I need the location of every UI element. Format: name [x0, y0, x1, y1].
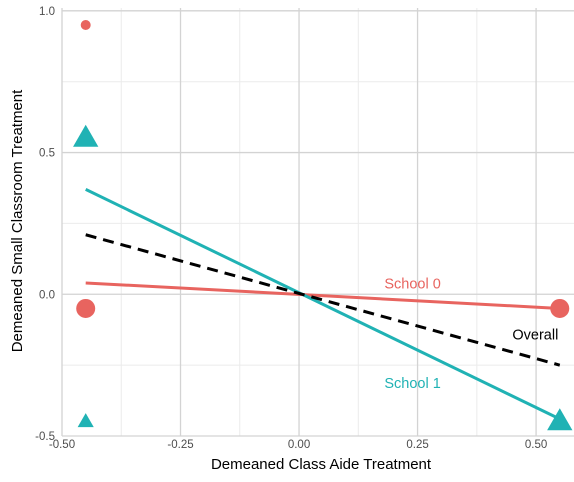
school1-point: [73, 124, 99, 147]
data-points: [73, 20, 573, 431]
school0-point: [80, 20, 91, 31]
x-tick-label: -0.25: [167, 439, 193, 451]
school0-point: [76, 298, 96, 318]
y-axis-title: Demeaned Small Classroom Treatment: [9, 89, 26, 352]
school0-point: [550, 298, 570, 318]
x-tick-label: 0.25: [406, 439, 428, 451]
annotations: School 0 School 1 Overall: [384, 277, 558, 392]
tick-labels: -0.50 -0.25 0.00 0.25 0.50 -0.5 0.0 0.5 1.0: [35, 6, 547, 451]
x-tick-label: 0.00: [288, 439, 310, 451]
y-tick-label: 0.0: [39, 289, 55, 301]
school-0-line: [85, 281, 560, 310]
school-1-label: School 1: [384, 376, 440, 392]
x-tick-label: -0.50: [49, 439, 75, 451]
school1-point: [77, 413, 94, 428]
school1-point: [547, 408, 573, 431]
overall-line: [85, 233, 561, 367]
school-1-line: [85, 188, 561, 421]
grid-minor: [62, 8, 574, 436]
grid-major: [61, 8, 574, 437]
regression-lines: [85, 188, 561, 421]
y-tick-label: 0.5: [39, 148, 55, 160]
y-tick-label: 1.0: [39, 6, 55, 18]
overall-label: Overall: [512, 328, 558, 344]
x-tick-label: 0.50: [525, 439, 547, 451]
y-tick-label: -0.5: [35, 431, 55, 443]
x-axis-title: Demeaned Class Aide Treatment: [211, 456, 432, 473]
school-0-label: School 0: [384, 277, 440, 293]
